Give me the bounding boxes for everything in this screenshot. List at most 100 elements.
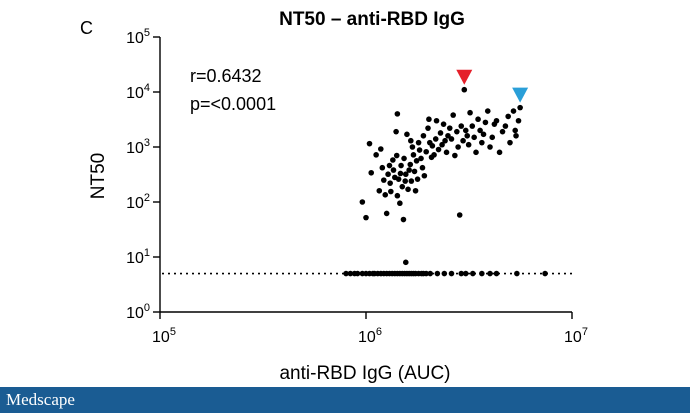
data-point <box>437 130 444 136</box>
data-point <box>408 137 414 144</box>
data-point <box>418 155 424 162</box>
data-point <box>366 140 373 147</box>
highlight-markers <box>456 69 529 111</box>
data-point <box>469 123 476 129</box>
data-point <box>439 141 445 148</box>
y-axis-label: NT50 <box>88 153 109 199</box>
threshold-point <box>343 270 349 277</box>
data-point <box>475 116 481 123</box>
data-point <box>412 187 419 194</box>
data-point <box>440 121 447 127</box>
data-point <box>401 155 407 162</box>
data-point <box>399 183 406 190</box>
data-point <box>409 144 416 150</box>
data-point <box>471 134 477 141</box>
data-point <box>386 162 393 169</box>
data-point <box>429 143 436 149</box>
data-point <box>415 139 422 146</box>
data-point <box>513 132 519 139</box>
data-point <box>383 210 390 217</box>
chart-title: NT50 – anti-RBD IgG <box>279 9 465 30</box>
data-point <box>410 152 417 158</box>
data-point <box>395 176 402 182</box>
data-point <box>394 192 401 199</box>
threshold-point <box>458 270 465 277</box>
y-axis-ticks: 100 101 102 103 104 105 <box>126 27 160 322</box>
threshold-point <box>448 270 455 277</box>
data-point <box>464 132 471 139</box>
data-point <box>390 167 397 173</box>
threshold-point <box>493 270 500 277</box>
data-point <box>484 108 491 114</box>
data-point <box>390 157 396 163</box>
data-point <box>433 117 440 124</box>
data-point <box>467 109 473 116</box>
data-point <box>420 132 427 139</box>
data-point <box>405 186 411 193</box>
data-point <box>502 123 509 129</box>
data-point <box>378 146 384 152</box>
data-point <box>387 180 393 186</box>
y-tick-label: 100 <box>126 302 150 322</box>
data-point <box>487 144 493 150</box>
threshold-data-points <box>343 270 548 277</box>
data-point <box>359 199 366 205</box>
footer-bar: Medscape <box>0 387 690 413</box>
threshold-point <box>514 270 520 277</box>
data-point <box>388 188 394 195</box>
data-point <box>402 171 409 178</box>
data-point <box>454 128 460 135</box>
data-point <box>382 192 389 198</box>
p-annotation: p=<0.0001 <box>190 94 276 114</box>
data-point <box>416 147 423 153</box>
data-point <box>493 117 500 124</box>
threshold-point <box>347 270 354 277</box>
data-point <box>515 117 522 124</box>
data-point <box>393 128 399 135</box>
data-point <box>442 137 448 144</box>
data-point <box>510 108 517 114</box>
data-point <box>482 119 489 126</box>
data-point <box>394 111 401 117</box>
threshold-point <box>427 270 434 277</box>
threshold-point <box>487 270 493 277</box>
threshold-point <box>423 270 430 277</box>
data-point <box>368 169 375 176</box>
x-tick-label: 107 <box>564 326 588 346</box>
red-triangle-marker <box>456 69 473 85</box>
data-point <box>414 176 421 182</box>
data-point <box>473 149 479 156</box>
y-tick-label: 103 <box>126 137 150 157</box>
x-axis-label: anti-RBD IgG (AUC) <box>279 363 450 384</box>
data-point <box>373 152 379 158</box>
data-point <box>477 127 483 134</box>
data-point <box>452 152 458 159</box>
data-point <box>462 127 469 134</box>
highlighted-point <box>517 104 523 111</box>
panel-label: C <box>80 18 93 38</box>
data-point <box>456 212 463 218</box>
data-point <box>480 131 487 138</box>
data-point <box>489 134 496 141</box>
data-point <box>402 259 409 266</box>
data-point <box>435 146 442 153</box>
data-point <box>455 144 461 150</box>
data-point <box>426 116 432 123</box>
data-point <box>411 168 418 175</box>
data-point <box>402 178 409 184</box>
data-point <box>407 161 414 168</box>
data-point <box>398 162 404 169</box>
data-point <box>425 125 431 131</box>
data-point <box>413 158 420 164</box>
data-point <box>479 139 485 146</box>
data-point <box>505 113 511 120</box>
data-point <box>406 167 412 173</box>
data-point <box>421 172 428 179</box>
data-point <box>363 214 369 221</box>
data-point <box>431 152 437 158</box>
medscape-logo: Medscape <box>6 390 75 409</box>
data-point <box>397 170 404 177</box>
y-tick-label: 102 <box>126 192 150 212</box>
data-point <box>448 136 455 142</box>
data-point <box>379 164 386 171</box>
